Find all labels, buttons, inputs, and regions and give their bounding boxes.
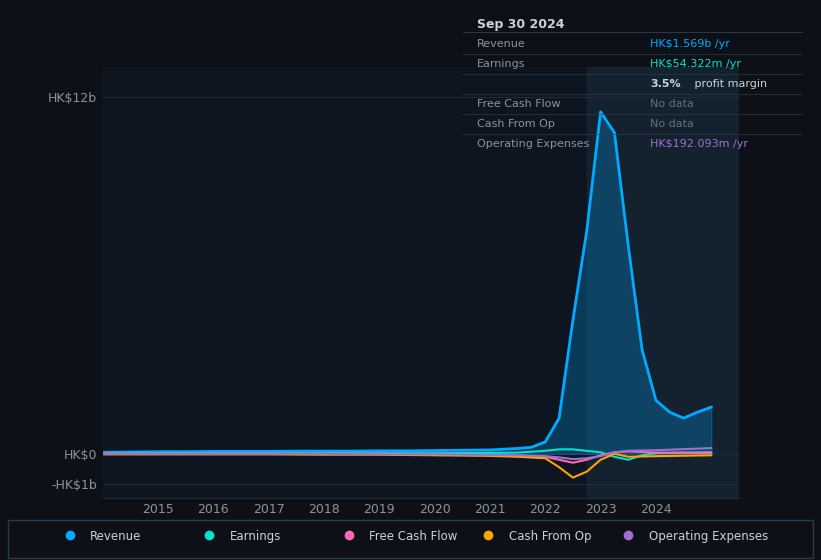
Text: No data: No data [650,99,694,109]
Text: Cash From Op: Cash From Op [477,119,554,129]
Text: Cash From Op: Cash From Op [509,530,591,543]
Text: Free Cash Flow: Free Cash Flow [477,99,560,109]
Text: Operating Expenses: Operating Expenses [649,530,768,543]
Text: profit margin: profit margin [690,79,767,89]
Text: Revenue: Revenue [477,39,525,49]
Text: HK$192.093m /yr: HK$192.093m /yr [650,139,748,149]
Text: Revenue: Revenue [90,530,142,543]
Text: Operating Expenses: Operating Expenses [477,139,589,149]
Text: HK$1.569b /yr: HK$1.569b /yr [650,39,730,49]
Text: HK$54.322m /yr: HK$54.322m /yr [650,59,741,69]
Text: 3.5%: 3.5% [650,79,681,89]
Text: Earnings: Earnings [477,59,525,69]
Text: Earnings: Earnings [230,530,282,543]
Bar [587,67,739,498]
Text: Sep 30 2024: Sep 30 2024 [477,17,564,30]
Text: Free Cash Flow: Free Cash Flow [369,530,458,543]
Text: No data: No data [650,119,694,129]
